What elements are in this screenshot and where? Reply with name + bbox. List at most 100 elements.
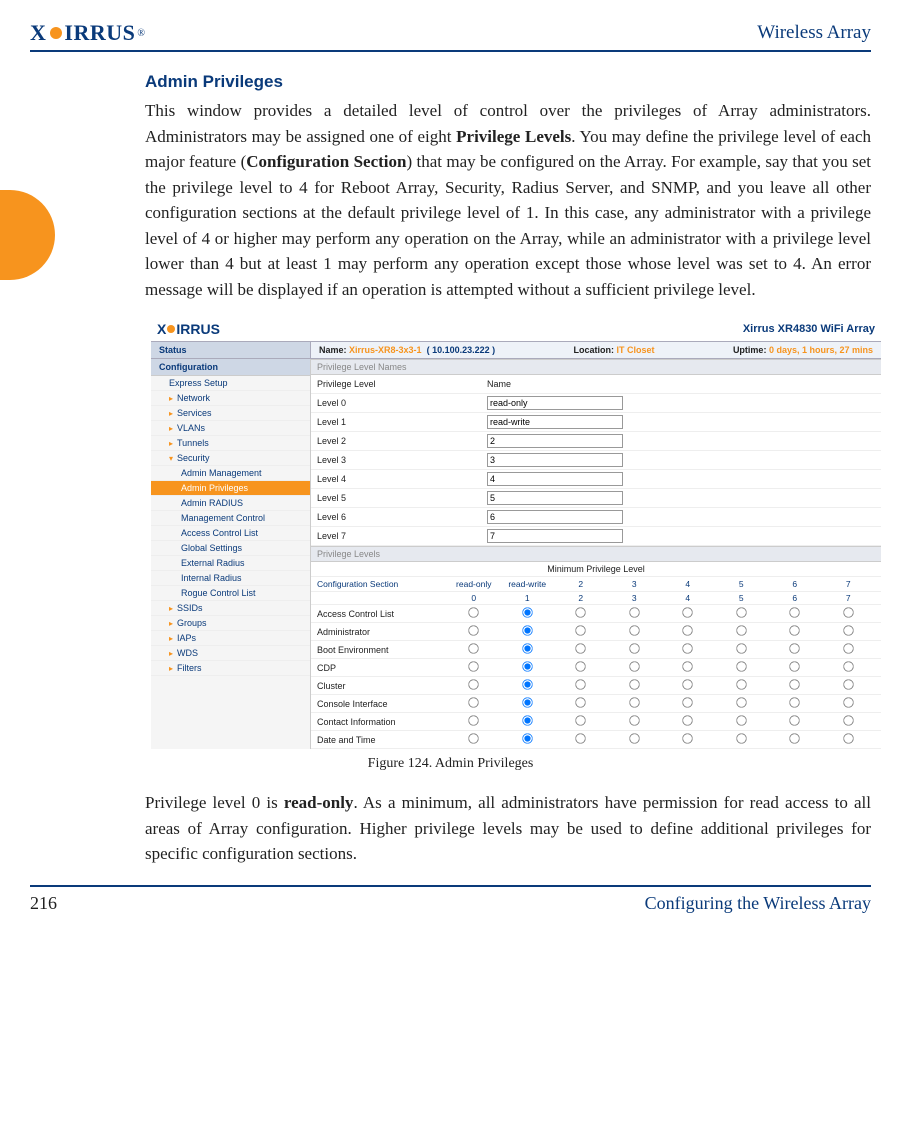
ss-priv-radio[interactable] (843, 607, 853, 617)
ss-status-tab[interactable]: Status (151, 342, 311, 358)
ss-level-row: Level 6 (311, 508, 881, 527)
ss-priv-radio[interactable] (576, 661, 586, 671)
ss-priv-radio[interactable] (522, 679, 532, 689)
ss-priv-radio[interactable] (469, 715, 479, 725)
ss-priv-radio[interactable] (843, 733, 853, 743)
ss-priv-radio[interactable] (843, 643, 853, 653)
ss-priv-radio[interactable] (683, 607, 693, 617)
ss-priv-radio[interactable] (683, 679, 693, 689)
ss-nav-services[interactable]: Services (151, 406, 310, 421)
ss-priv-radio[interactable] (522, 643, 532, 653)
ss-nav-iaps[interactable]: IAPs (151, 631, 310, 646)
ss-sub-mgmt-control[interactable]: Management Control (151, 511, 310, 526)
ss-nav-filters[interactable]: Filters (151, 661, 310, 676)
ss-priv-row-label: Boot Environment (317, 645, 447, 655)
ss-sub-global[interactable]: Global Settings (151, 541, 310, 556)
ss-sub-acl[interactable]: Access Control List (151, 526, 310, 541)
ss-priv-radio[interactable] (683, 643, 693, 653)
ss-priv-radio[interactable] (629, 715, 639, 725)
ss-priv-radio[interactable] (469, 733, 479, 743)
ss-priv-radio[interactable] (522, 607, 532, 617)
ss-priv-radio[interactable] (522, 697, 532, 707)
ss-priv-row-label: Administrator (317, 627, 447, 637)
ss-priv-row: Cluster (311, 677, 881, 695)
ss-priv-radio[interactable] (469, 643, 479, 653)
ss-sub-admin-priv[interactable]: Admin Privileges (151, 481, 310, 496)
ss-priv-radio[interactable] (469, 607, 479, 617)
ss-priv-radio[interactable] (469, 697, 479, 707)
ss-sub-ext-radius[interactable]: External Radius (151, 556, 310, 571)
ss-priv-radio[interactable] (469, 625, 479, 635)
ss-priv-radio[interactable] (790, 733, 800, 743)
ss-sub-admin-radius[interactable]: Admin RADIUS (151, 496, 310, 511)
ss-priv-radio[interactable] (736, 697, 746, 707)
ss-level-name-input[interactable] (487, 434, 623, 448)
ss-nav-tunnels[interactable]: Tunnels (151, 436, 310, 451)
ss-priv-radio[interactable] (683, 733, 693, 743)
ss-priv-radio[interactable] (522, 661, 532, 671)
ss-priv-radio[interactable] (790, 643, 800, 653)
ss-nav-express[interactable]: Express Setup (151, 376, 310, 391)
ss-level-name-input[interactable] (487, 415, 623, 429)
ss-priv-radio[interactable] (843, 679, 853, 689)
ss-priv-radio[interactable] (843, 715, 853, 725)
ss-level-name-input[interactable] (487, 529, 623, 543)
ss-priv-radio[interactable] (576, 697, 586, 707)
ss-nav-network[interactable]: Network (151, 391, 310, 406)
ss-priv-radio[interactable] (522, 715, 532, 725)
ss-priv-radio[interactable] (843, 697, 853, 707)
ss-priv-radio[interactable] (790, 715, 800, 725)
ss-priv-radio[interactable] (629, 697, 639, 707)
ss-nav-wds[interactable]: WDS (151, 646, 310, 661)
ss-level-name-input[interactable] (487, 472, 623, 486)
ss-nav-security[interactable]: Security (151, 451, 310, 466)
ss-priv-radio[interactable] (790, 697, 800, 707)
ss-priv-radio[interactable] (790, 679, 800, 689)
ss-priv-radio[interactable] (683, 625, 693, 635)
ss-priv-radio[interactable] (469, 679, 479, 689)
ss-level-name-input[interactable] (487, 453, 623, 467)
ss-priv-radio[interactable] (629, 733, 639, 743)
ss-priv-radio[interactable] (576, 733, 586, 743)
ss-priv-radio[interactable] (522, 733, 532, 743)
ss-priv-radio[interactable] (736, 643, 746, 653)
ss-priv-radio[interactable] (629, 679, 639, 689)
ss-priv-radio[interactable] (736, 661, 746, 671)
ss-nav-ssids[interactable]: SSIDs (151, 601, 310, 616)
ss-priv-radio[interactable] (576, 607, 586, 617)
ss-priv-radio[interactable] (469, 661, 479, 671)
ss-sub-admin-mgmt[interactable]: Admin Management (151, 466, 310, 481)
ss-logo-dot-icon (167, 325, 175, 333)
ss-priv-radio[interactable] (522, 625, 532, 635)
ss-level-name-input[interactable] (487, 491, 623, 505)
ss-priv-radio[interactable] (843, 661, 853, 671)
ss-priv-radio[interactable] (736, 679, 746, 689)
ss-priv-radio[interactable] (629, 661, 639, 671)
ss-priv-radio[interactable] (576, 643, 586, 653)
ss-priv-radio[interactable] (736, 607, 746, 617)
ss-priv-radio[interactable] (629, 643, 639, 653)
ss-priv-radio[interactable] (790, 607, 800, 617)
ss-priv-radio[interactable] (736, 625, 746, 635)
ss-priv-radio[interactable] (629, 625, 639, 635)
ss-priv-radio[interactable] (790, 661, 800, 671)
ss-nav-vlans[interactable]: VLANs (151, 421, 310, 436)
ss-nav-groups[interactable]: Groups (151, 616, 310, 631)
ss-priv-radio[interactable] (736, 715, 746, 725)
ss-priv-radio[interactable] (576, 679, 586, 689)
ss-priv-radio[interactable] (683, 715, 693, 725)
ss-sub-int-radius[interactable]: Internal Radius (151, 571, 310, 586)
ss-priv-radio[interactable] (576, 715, 586, 725)
ss-priv-radio[interactable] (736, 733, 746, 743)
ss-priv-radio[interactable] (683, 661, 693, 671)
ss-priv-radio[interactable] (629, 607, 639, 617)
ss-priv-radio[interactable] (576, 625, 586, 635)
ss-nav-config[interactable]: Configuration (151, 359, 310, 376)
ss-level-name-input[interactable] (487, 396, 623, 410)
ss-sidebar: Configuration Express Setup Network Serv… (151, 359, 311, 749)
ss-priv-radio[interactable] (683, 697, 693, 707)
ss-priv-radio[interactable] (843, 625, 853, 635)
ss-level-name-input[interactable] (487, 510, 623, 524)
ss-sub-rogue[interactable]: Rogue Control List (151, 586, 310, 601)
ss-priv-radio[interactable] (790, 625, 800, 635)
